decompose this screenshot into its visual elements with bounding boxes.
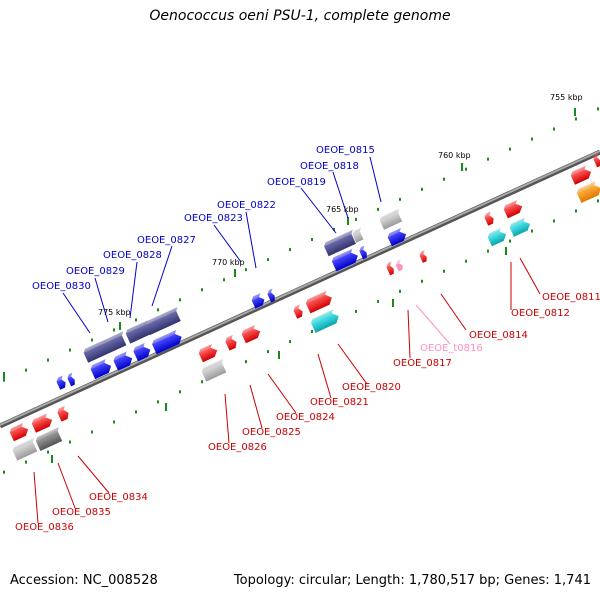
gene-label-oeoe-0825[interactable]: OEOE_0825 — [242, 427, 301, 438]
gene-label-oeoe-0821[interactable]: OEOE_0821 — [310, 397, 369, 408]
label-leader-line — [129, 261, 138, 319]
ruler-label-765: 765 kbp — [326, 205, 359, 214]
gene-block[interactable] — [132, 342, 152, 362]
gene-label-oeoe-0823[interactable]: OEOE_0823 — [184, 213, 243, 224]
gene-label-oeoe-t0816[interactable]: OEOE_t0816 — [420, 343, 483, 354]
label-leader-line — [62, 292, 91, 334]
gene-oeoe-0826[interactable] — [197, 343, 219, 363]
gene-oeoe-0824[interactable] — [240, 324, 262, 344]
gene-label-oeoe-0815[interactable]: OEOE_0815 — [316, 145, 375, 156]
label-leader-line — [317, 353, 332, 399]
gene-oeoe-0825[interactable] — [224, 334, 238, 351]
ruler-label-755: 755 kbp — [550, 93, 583, 102]
ruler-label-770: 770 kbp — [212, 258, 245, 267]
gene-label-oeoe-0828[interactable]: OEOE_0828 — [103, 250, 162, 261]
gene-label-oeoe-0824[interactable]: OEOE_0824 — [276, 412, 335, 423]
gene-features — [8, 153, 600, 461]
label-leader-line — [245, 211, 257, 269]
gene-block[interactable] — [570, 165, 594, 185]
label-leader-line — [267, 373, 297, 414]
label-leader-line — [369, 156, 382, 203]
label-leader-line — [300, 187, 337, 234]
gene-oeoe-0814[interactable] — [418, 249, 429, 263]
gene-label-oeoe-0830[interactable]: OEOE_0830 — [32, 281, 91, 292]
gene-oeoe-0822[interactable] — [266, 288, 277, 303]
label-leader-line — [213, 224, 242, 263]
gene-label-oeoe-0826[interactable]: OEOE_0826 — [208, 442, 267, 453]
label-leader-line — [33, 471, 39, 524]
label-leader-line — [415, 304, 451, 345]
gene-label-oeoe-0812[interactable]: OEOE_0812 — [511, 308, 570, 319]
map-title: Oenococcus oeni PSU-1, complete genome — [149, 8, 451, 24]
gene-oeoe-0829[interactable] — [124, 320, 153, 344]
label-leader-line — [440, 293, 467, 331]
gene-oeoe-t0816[interactable] — [395, 259, 406, 272]
gene-label-oeoe-0835[interactable]: OEOE_0835 — [52, 507, 111, 518]
gene-block[interactable] — [576, 180, 600, 203]
gene-block[interactable] — [331, 248, 360, 272]
gene-block[interactable] — [358, 245, 369, 260]
gene-label-oeoe-0817[interactable]: OEOE_0817 — [393, 358, 452, 369]
gene-block[interactable] — [483, 211, 496, 226]
gene-label-oeoe-0819[interactable]: OEOE_0819 — [267, 177, 326, 188]
gene-block[interactable] — [66, 372, 77, 387]
gene-oeoe-0815[interactable] — [379, 208, 405, 230]
ruler-label-760: 760 kbp — [438, 151, 471, 160]
label-leader-line — [94, 277, 109, 323]
gene-oeoe-0836[interactable] — [8, 422, 30, 442]
gene-label-oeoe-0811[interactable]: OEOE_0811 — [542, 292, 600, 303]
gene-oeoe-0811[interactable] — [509, 217, 533, 237]
gene-label-oeoe-0834[interactable]: OEOE_0834 — [89, 492, 148, 503]
gene-oeoe-0835[interactable] — [31, 413, 55, 433]
gene-oeoe-0823[interactable] — [250, 293, 266, 309]
gene-oeoe-0818[interactable] — [351, 227, 366, 243]
gene-block[interactable] — [386, 227, 408, 247]
label-leader-line — [57, 462, 76, 509]
gene-oeoe-0819[interactable] — [323, 229, 359, 257]
topology-value: Topology: circular; Length: 1,780,517 bp… — [233, 573, 591, 588]
gene-oeoe-0821-b[interactable] — [305, 290, 334, 314]
gene-oeoe-0830[interactable] — [82, 331, 129, 363]
ruler-ticks — [3, 107, 599, 474]
gene-oeoe-0827[interactable] — [144, 306, 183, 336]
gene-block[interactable] — [11, 437, 40, 461]
label-leader-line — [249, 384, 263, 429]
gene-block[interactable] — [200, 358, 229, 382]
accession-text: Accession: NC_008528 — [10, 573, 158, 588]
gene-oeoe-0812[interactable] — [502, 199, 524, 219]
label-leader-line — [332, 171, 349, 219]
gene-oeoe-0834[interactable] — [56, 405, 70, 422]
gene-block[interactable] — [112, 351, 134, 371]
genome-backbone-highlight — [0, 150, 600, 426]
gene-label-oeoe-0814[interactable]: OEOE_0814 — [469, 330, 528, 341]
gene-label-oeoe-0820[interactable]: OEOE_0820 — [342, 382, 401, 393]
gene-block[interactable] — [89, 358, 113, 380]
gene-block[interactable] — [486, 227, 508, 247]
gene-label-oeoe-0829[interactable]: OEOE_0829 — [66, 266, 125, 277]
label-leader-line — [519, 257, 541, 295]
gene-oeoe-0821[interactable] — [292, 304, 305, 319]
topology-text: Topology: circular; Length: 1,780,517 bp… — [234, 573, 591, 588]
gene-oeoe-0817[interactable] — [385, 261, 396, 276]
label-leaders — [33, 156, 541, 524]
gene-block[interactable] — [35, 427, 65, 451]
gene-label-oeoe-0822[interactable]: OEOE_0822 — [217, 200, 276, 211]
label-leader-line — [151, 245, 173, 307]
label-leader-line — [77, 455, 110, 494]
gene-block[interactable] — [55, 375, 68, 390]
label-leader-line — [337, 343, 368, 385]
ruler-label-775: 775 kbp — [98, 308, 131, 317]
label-leader-line — [224, 393, 230, 444]
label-leader-line — [407, 309, 411, 359]
gene-label-oeoe-0836[interactable]: OEOE_0836 — [15, 522, 74, 533]
gene-label-oeoe-0818[interactable]: OEOE_0818 — [300, 161, 359, 172]
gene-oeoe-0828[interactable] — [151, 329, 184, 355]
gene-oeoe-0820[interactable] — [310, 308, 341, 333]
gene-label-oeoe-0827[interactable]: OEOE_0827 — [137, 235, 196, 246]
gene-block[interactable] — [592, 153, 600, 168]
